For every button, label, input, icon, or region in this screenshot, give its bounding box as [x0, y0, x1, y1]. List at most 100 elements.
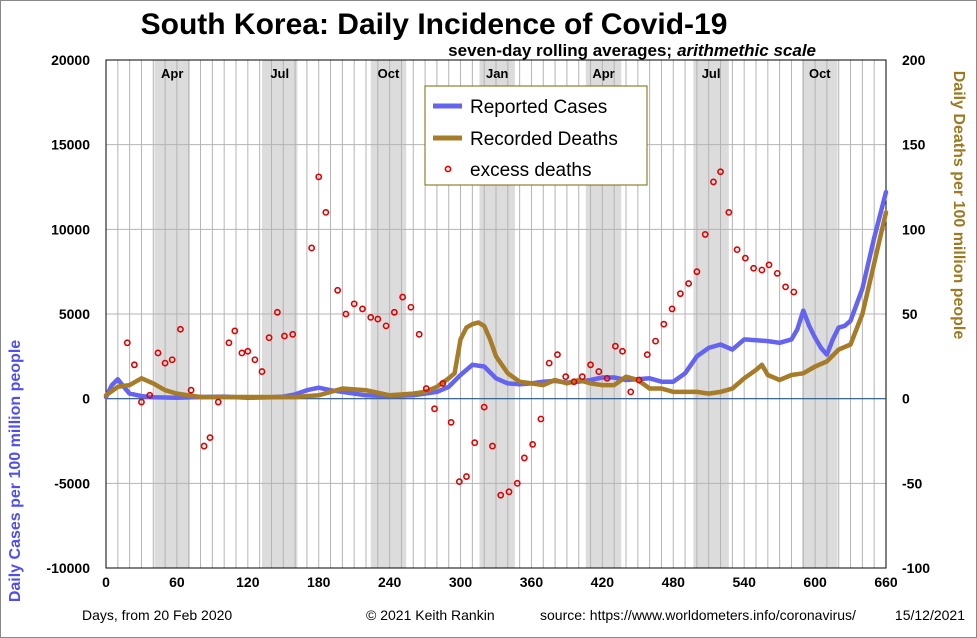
x-tick-label: 0	[102, 574, 110, 590]
month-label: Jul	[702, 66, 721, 81]
excess-death-point	[505, 488, 513, 496]
excess-death-point	[399, 293, 407, 301]
left-tick-label: -10000	[46, 560, 90, 576]
excess-death-point	[431, 405, 438, 413]
right-axis-label: Daily Deaths per 100 million people	[950, 71, 967, 340]
left-tick-label: 20000	[51, 52, 90, 68]
right-tick-label: 0	[902, 391, 910, 407]
excess-death-point	[627, 388, 635, 396]
excess-death-point	[660, 320, 668, 328]
x-tick-label: 60	[169, 574, 185, 590]
excess-death-point	[733, 246, 741, 254]
credit-text: © 2021 Keith Rankin	[366, 607, 495, 623]
excess-death-point	[520, 454, 528, 462]
excess-death-point	[334, 286, 342, 294]
left-axis-label: Daily Cases per 100 million people	[7, 340, 24, 602]
excess-death-point	[251, 356, 259, 364]
excess-death-point	[668, 305, 676, 313]
excess-death-point	[206, 434, 214, 442]
excess-death-point	[701, 231, 709, 238]
plot-area-border	[105, 59, 887, 569]
chart-title: South Korea: Daily Incidence of Covid-19	[141, 8, 728, 41]
excess-death-point	[587, 361, 594, 369]
x-tick-label: 360	[520, 574, 544, 590]
excess-death-point	[741, 254, 749, 262]
excess-death-point	[652, 337, 659, 345]
source-text: source: https://www.worldometers.info/co…	[540, 607, 856, 623]
excess-death-point	[463, 473, 470, 480]
legend-swatch-excess	[444, 165, 452, 173]
left-tick-label: 0	[82, 391, 90, 407]
excess-death-point	[725, 208, 733, 216]
excess-death-point	[187, 386, 195, 394]
excess-death-point	[265, 334, 273, 342]
excess-death-point	[407, 303, 415, 311]
right-tick-label: -100	[902, 560, 930, 576]
excess-death-point	[578, 373, 586, 381]
x-tick-label: 420	[591, 574, 615, 590]
x-tick-label: 540	[733, 574, 757, 590]
left-axis-ticks: 20000 15000 10000 5000 0 -5000 -10000	[46, 52, 90, 576]
excess-death-point	[439, 380, 447, 387]
excess-death-point	[603, 374, 611, 382]
chart-subtitle: seven-day rolling averages; arithmethic s…	[448, 41, 816, 60]
month-label: Oct	[809, 66, 831, 81]
excess-death-point	[471, 439, 479, 447]
excess-death-point	[595, 368, 603, 375]
excess-death-point	[289, 330, 297, 338]
excess-death-point	[790, 288, 798, 296]
legend: Reported Cases Recorded Deaths excess de…	[424, 85, 648, 186]
excess-death-point	[200, 442, 208, 450]
excess-death-point	[635, 376, 643, 384]
month-labels: Apr Jul Oct Jan Apr Jul Oct	[161, 66, 831, 81]
excess-death-point	[765, 261, 773, 269]
x-axis-ticks: 0 60 120 180 240 300 360 420 480 540 600 660	[102, 574, 898, 590]
excess-death-point	[513, 479, 521, 487]
x-tick-label: 240	[378, 574, 402, 590]
legend-label-cases: Reported Cases	[470, 97, 607, 118]
x-tick-label: 120	[236, 574, 260, 590]
excess-death-point	[214, 398, 222, 406]
left-tick-label: -5000	[54, 475, 90, 491]
date-text: 15/12/2021	[895, 607, 965, 623]
x-tick-label: 480	[662, 574, 686, 590]
x-tick-label: 180	[307, 574, 331, 590]
x-tick-label: 660	[874, 574, 898, 590]
right-axis-ticks: 200 150 100 50 0 -50 -100	[902, 52, 930, 576]
excess-death-point	[390, 308, 398, 316]
month-label: Apr	[161, 66, 183, 81]
excess-death-point	[497, 491, 505, 499]
excess-death-point	[782, 283, 789, 291]
chart-subtitle-italic: arithmethic scale	[677, 41, 816, 60]
excess-death-point	[570, 378, 578, 386]
month-label: Oct	[378, 66, 400, 81]
excess-death-point	[154, 349, 162, 357]
excess-death-point	[382, 322, 390, 330]
excess-death-point	[350, 300, 358, 308]
legend-label-excess: excess deaths	[470, 160, 591, 181]
excess-death-point	[710, 178, 717, 186]
excess-death-point	[480, 403, 488, 411]
left-tick-label: 5000	[59, 306, 90, 322]
excess-death-point	[374, 315, 382, 323]
excess-death-point	[685, 280, 693, 287]
month-label: Jan	[486, 66, 508, 81]
x-tick-label: 600	[803, 574, 827, 590]
excess-death-point	[342, 310, 350, 318]
excess-death-point	[168, 356, 176, 364]
excess-death-point	[238, 349, 246, 357]
excess-death-point	[123, 339, 131, 347]
excess-death-point	[758, 266, 766, 274]
excess-death-point	[244, 347, 252, 355]
x-axis-label: Days, from 20 Feb 2020	[82, 607, 232, 623]
left-tick-label: 15000	[51, 137, 90, 153]
excess-death-point	[415, 330, 423, 338]
excess-death-point	[619, 347, 626, 355]
excess-death-point	[643, 351, 651, 359]
series-layer	[103, 168, 889, 499]
excess-death-point	[611, 342, 619, 350]
excess-death-point	[717, 168, 724, 176]
chart-subtitle-bold: seven-day rolling averages;	[448, 41, 672, 60]
excess-death-point	[529, 440, 537, 448]
